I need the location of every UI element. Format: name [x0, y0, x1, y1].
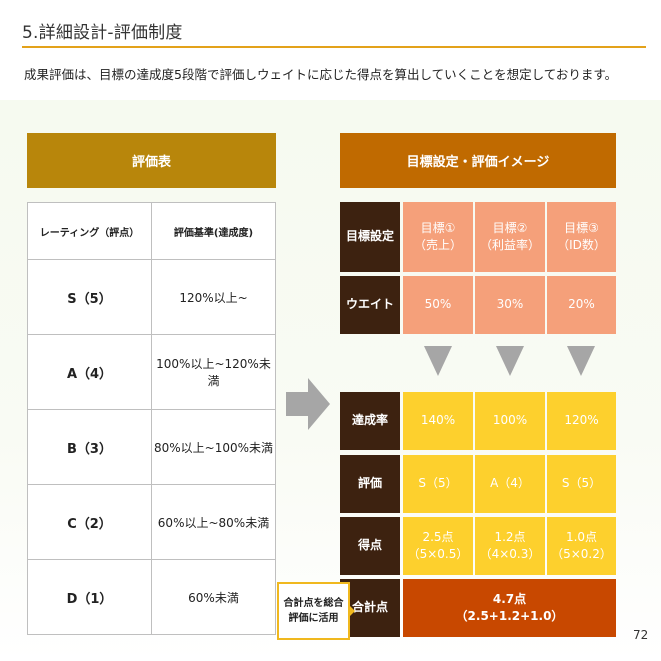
table-row: B（3） 80%以上~100%未満: [27, 409, 276, 485]
down-arrow-icon: [424, 346, 452, 376]
total-usage-callout: 合計点を総合 評価に活用: [277, 582, 350, 640]
label-score: 得点: [340, 517, 400, 575]
rating-table-heading: 評価表: [27, 133, 276, 188]
score-cell: 1.0点 （5×0.2）: [547, 517, 616, 575]
table-header-row: レーティング（評点） 評価基準(達成度): [27, 202, 276, 260]
score-formula: （5×0.2）: [551, 547, 612, 561]
weight-cell: 30%: [475, 276, 545, 334]
table-row: C（2） 60%以上~80%未満: [27, 484, 276, 560]
weight-cell: 20%: [547, 276, 616, 334]
title-underline: [22, 46, 646, 48]
score-value: 1.0点: [565, 529, 598, 544]
table-row: S（5） 120%以上~: [27, 259, 276, 335]
rating-table: レーティング（評点） 評価基準(達成度) S（5） 120%以上~ A（4） 1…: [27, 202, 276, 635]
goal-detail: （ID数）: [557, 238, 606, 252]
label-goal: 目標設定: [340, 202, 400, 272]
score-formula: （5×0.5）: [407, 547, 469, 561]
table-row: D（1） 60%未満: [27, 559, 276, 635]
page-number: 72: [633, 628, 649, 642]
column-header-criteria: 評価基準(達成度): [151, 202, 276, 260]
criteria-cell: 100%以上~120%未満: [151, 334, 276, 410]
achievement-cell: 120%: [547, 392, 616, 450]
total-value: 4.7点: [492, 591, 527, 606]
evaluation-cell: A（4）: [475, 455, 545, 513]
evaluation-cell: S（5）: [547, 455, 616, 513]
achievement-cell: 100%: [475, 392, 545, 450]
rating-cell: B（3）: [27, 409, 152, 485]
down-arrow-icon: [567, 346, 595, 376]
goal-image-heading: 目標設定・評価イメージ: [340, 133, 616, 188]
criteria-cell: 60%以上~80%未満: [151, 484, 276, 560]
rating-cell: D（1）: [27, 559, 152, 635]
score-formula: （4×0.3）: [479, 547, 541, 561]
criteria-cell: 80%以上~100%未満: [151, 409, 276, 485]
goal-detail: （利益率）: [479, 238, 540, 252]
page-title: 5.詳細設計-評価制度: [22, 23, 183, 43]
goal-name: 目標③: [564, 220, 599, 235]
callout-line: 評価に活用: [288, 613, 339, 624]
achievement-cell: 140%: [403, 392, 473, 450]
rating-cell: S（5）: [27, 259, 152, 335]
score-value: 1.2点: [494, 529, 526, 544]
goal-name: 目標②: [492, 220, 528, 235]
rating-cell: A（4）: [27, 334, 152, 410]
label-achievement: 達成率: [340, 392, 400, 450]
total-cell: 4.7点 （2.5+1.2+1.0）: [403, 579, 616, 637]
callout-line: 合計点を総合: [283, 598, 344, 609]
total-formula: （2.5+1.2+1.0）: [455, 609, 564, 623]
table-row: A（4） 100%以上~120%未満: [27, 334, 276, 410]
goal-cell: 目標② （利益率）: [475, 202, 545, 272]
criteria-cell: 60%未満: [151, 559, 276, 635]
goal-name: 目標①: [420, 220, 456, 235]
score-value: 2.5点: [422, 529, 454, 544]
criteria-cell: 120%以上~: [151, 259, 276, 335]
rating-cell: C（2）: [27, 484, 152, 560]
column-header-rating: レーティング（評点）: [27, 202, 152, 260]
goal-cell: 目標③ （ID数）: [547, 202, 616, 272]
label-weight: ウエイト: [340, 276, 400, 334]
score-cell: 2.5点 （5×0.5）: [403, 517, 473, 575]
label-evaluation: 評価: [340, 455, 400, 513]
callout-pointer: [348, 604, 355, 618]
goal-cell: 目標① （売上）: [403, 202, 473, 272]
page-description: 成果評価は、目標の達成度5段階で評価しウェイトに応じた得点を算出していくことを想…: [24, 67, 618, 82]
goal-detail: （売上）: [413, 238, 462, 252]
evaluation-cell: S（5）: [403, 455, 473, 513]
right-arrow-icon: [286, 378, 330, 430]
score-cell: 1.2点 （4×0.3）: [475, 517, 545, 575]
weight-cell: 50%: [403, 276, 473, 334]
down-arrow-icon: [496, 346, 524, 376]
